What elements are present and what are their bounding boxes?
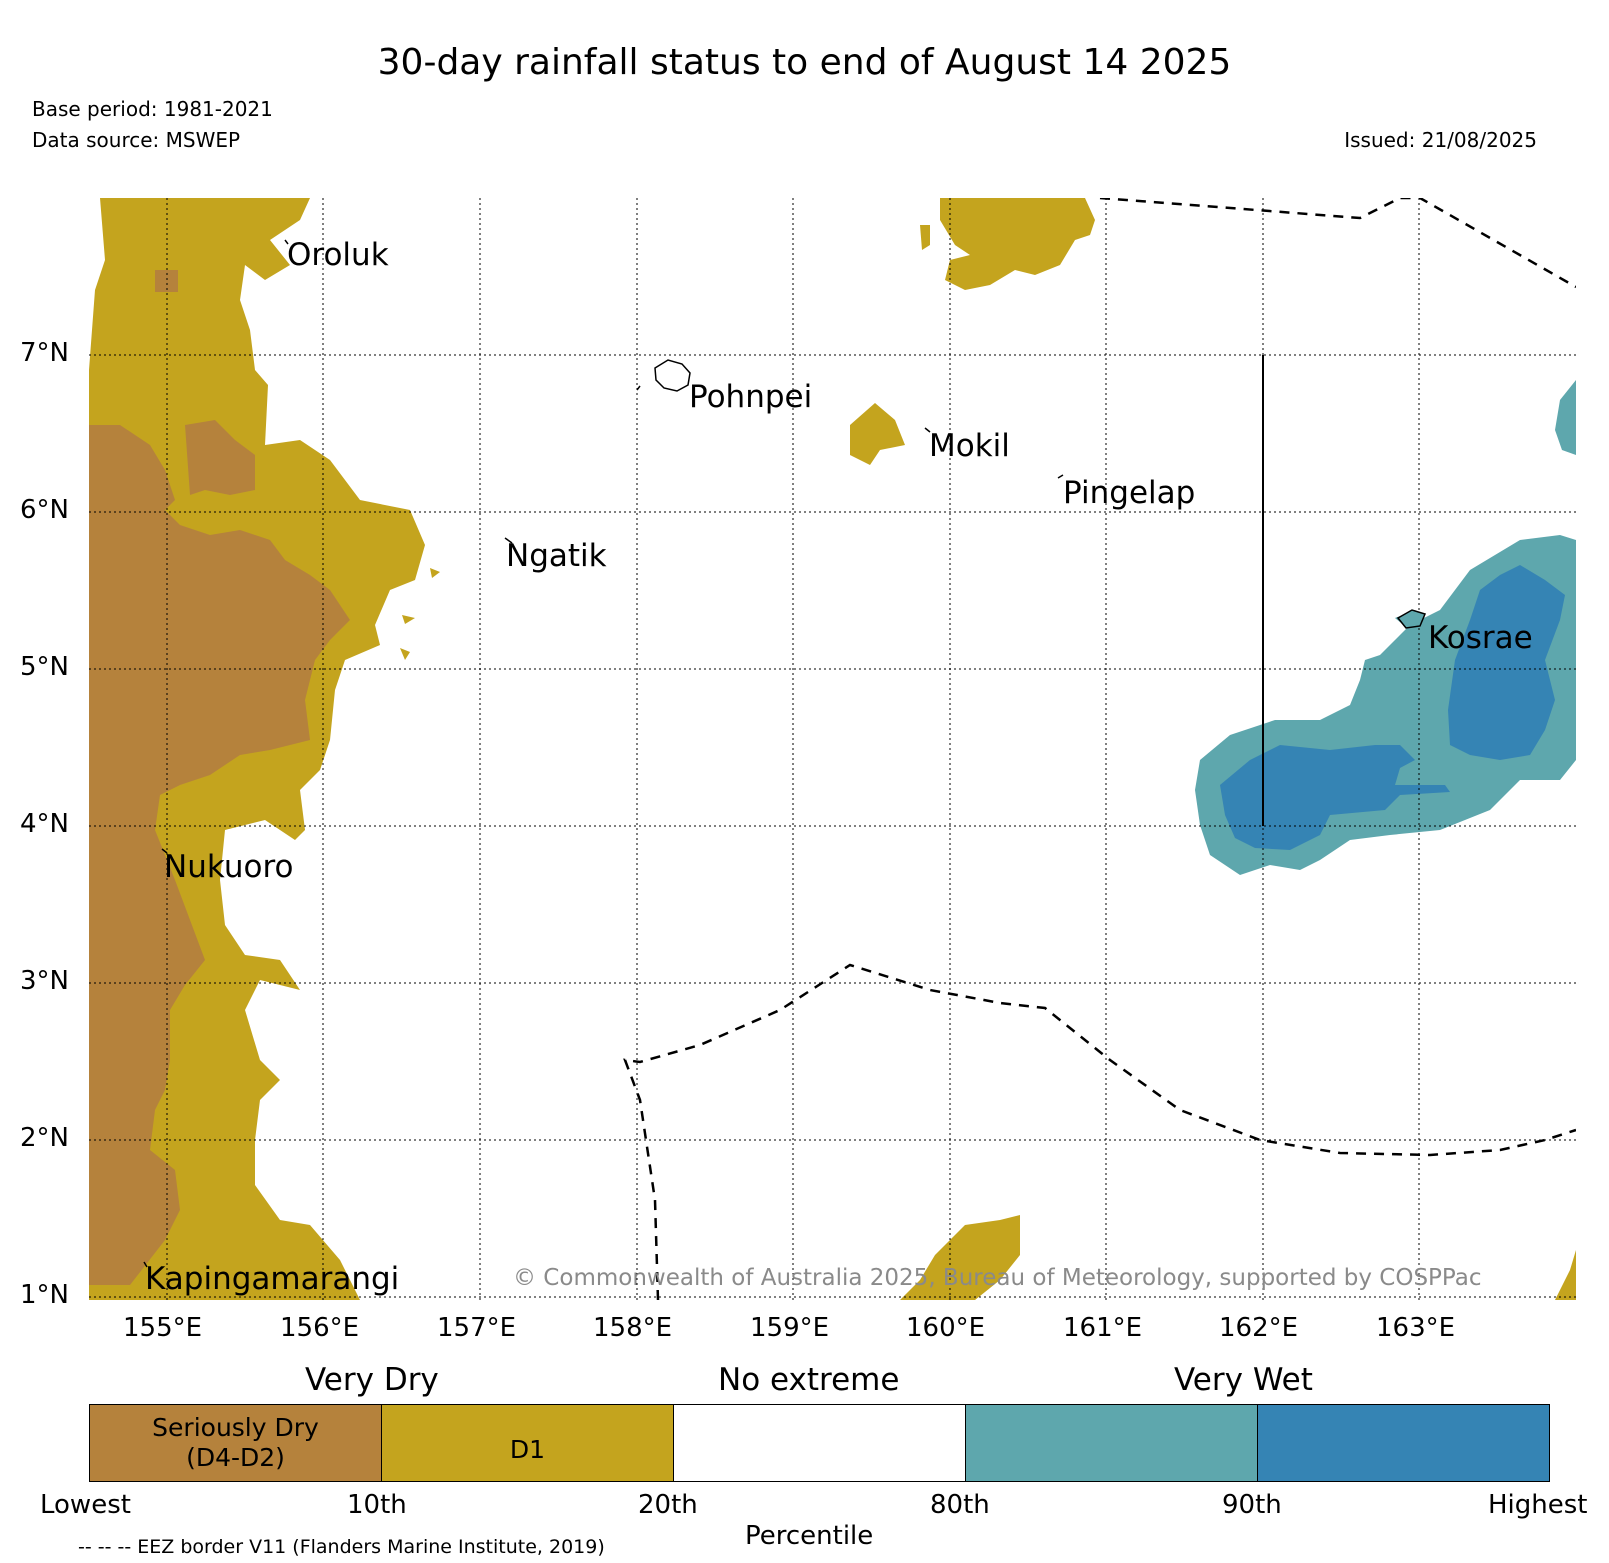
legend-box-label: (D4-D2) xyxy=(186,1443,285,1472)
lon-tick-label: 162°E xyxy=(1219,1313,1299,1343)
percentile-label: 90th xyxy=(1222,1490,1282,1520)
d1-speck xyxy=(430,568,440,578)
legend-box-label: Seriously Dry xyxy=(152,1413,319,1442)
percentile-label: 10th xyxy=(347,1490,407,1520)
rainfall-shading xyxy=(89,198,1576,1300)
place-label-kapingamarangi: Kapingamarangi xyxy=(145,1261,400,1297)
place-label-kosrae: Kosrae xyxy=(1428,620,1533,656)
percentile-label: Highest xyxy=(1488,1490,1588,1520)
lon-tick-label: 157°E xyxy=(437,1313,517,1343)
percentile-label: 80th xyxy=(930,1490,990,1520)
legend-box-d1: D1 xyxy=(381,1404,674,1482)
legend-group-no-extreme: No extreme xyxy=(718,1362,900,1398)
lat-tick-label: 2°N xyxy=(20,1123,69,1153)
legend-group-very-wet: Very Wet xyxy=(1174,1362,1313,1398)
legend-box-wet-90 xyxy=(1257,1404,1550,1482)
base-period: Base period: 1981-2021 xyxy=(32,97,273,121)
data-source: Data source: MSWEP xyxy=(32,128,241,152)
seriously-dry-region xyxy=(185,420,255,495)
lon-tick-label: 158°E xyxy=(593,1313,673,1343)
seriously-dry-region xyxy=(155,270,178,292)
lat-tick-label: 4°N xyxy=(20,809,69,839)
legend-group-very-dry: Very Dry xyxy=(305,1362,439,1398)
d1-region-north xyxy=(940,198,1095,290)
percentile-axis-label: Percentile xyxy=(745,1521,874,1551)
issued-date: Issued: 21/08/2025 xyxy=(1344,128,1537,152)
lon-tick-label: 161°E xyxy=(1063,1313,1143,1343)
eez-border xyxy=(623,198,1576,1300)
lon-tick-label: 156°E xyxy=(280,1313,360,1343)
legend-box-seriously-dry: Seriously Dry (D4-D2) xyxy=(89,1404,382,1482)
copyright-notice: © Commonwealth of Australia 2025, Bureau… xyxy=(513,1265,1482,1291)
lat-tick-label: 1°N xyxy=(20,1280,69,1310)
lat-tick-label: 7°N xyxy=(20,338,69,368)
legend-box-wet-80 xyxy=(965,1404,1258,1482)
place-label-oroluk: Oroluk xyxy=(287,237,389,273)
pohnpei-island-outline xyxy=(654,359,691,392)
d1-speck xyxy=(920,225,930,250)
percentile-label: 20th xyxy=(638,1490,698,1520)
wet-90-region xyxy=(1448,565,1565,760)
percentile-label: Lowest xyxy=(40,1490,131,1520)
lat-tick-label: 3°N xyxy=(20,966,69,996)
lon-tick-label: 160°E xyxy=(906,1313,986,1343)
place-label-ngatik: Ngatik xyxy=(506,538,607,574)
page-title: 30-day rainfall status to end of August … xyxy=(377,42,1232,83)
island-markers xyxy=(143,239,1064,1268)
place-label-pingelap: Pingelap xyxy=(1063,475,1196,511)
wet-80-region xyxy=(1555,380,1576,455)
lon-tick-label: 155°E xyxy=(123,1313,203,1343)
place-label-pohnpei: Pohnpei xyxy=(689,379,813,415)
d1-speck xyxy=(402,615,415,624)
place-label-nukuoro: Nukuoro xyxy=(164,849,294,885)
place-label-mokil: Mokil xyxy=(929,428,1010,464)
lat-tick-label: 5°N xyxy=(20,652,69,682)
eez-border-note: -- -- -- EEZ border V11 (Flanders Marine… xyxy=(78,1536,605,1558)
legend-box-label: D1 xyxy=(509,1435,546,1464)
d1-region-southeast xyxy=(1555,1250,1576,1300)
legend-box-no-extreme xyxy=(673,1404,966,1482)
seriously-dry-region xyxy=(89,425,350,1285)
d1-region-mokil xyxy=(850,403,905,465)
lat-tick-label: 6°N xyxy=(20,495,69,525)
d1-region-south xyxy=(900,1215,1020,1300)
kosrae-island-outline xyxy=(1396,609,1427,629)
lon-tick-label: 163°E xyxy=(1376,1313,1456,1343)
lon-tick-label: 159°E xyxy=(750,1313,830,1343)
wet-90-region xyxy=(1220,745,1450,850)
d1-speck xyxy=(400,648,410,660)
